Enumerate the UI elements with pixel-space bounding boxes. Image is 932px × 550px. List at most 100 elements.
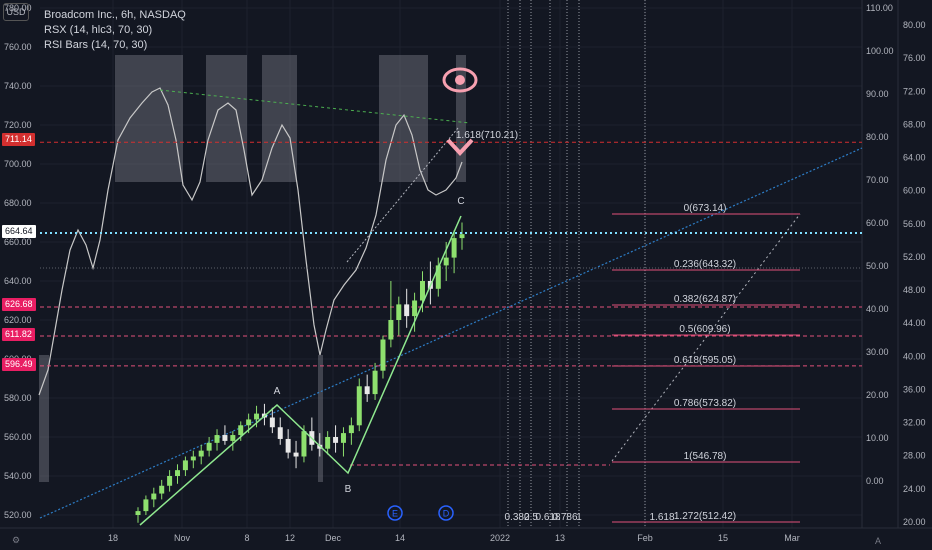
- candle-body: [254, 413, 260, 420]
- osc-outer-tick-label: 36.00: [903, 384, 926, 394]
- event-marker-label: D: [443, 509, 450, 519]
- price-tick-label: 660.00: [4, 237, 32, 247]
- osc-outer-tick-label: 48.00: [903, 285, 926, 295]
- osc-outer-tick-label: 44.00: [903, 318, 926, 328]
- rsi-oversold-zone: [39, 355, 49, 482]
- candle-body: [151, 493, 157, 500]
- osc-outer-tick-label: 32.00: [903, 418, 926, 428]
- fib-level-label: 0.786(573.82): [674, 398, 736, 409]
- osc-outer-tick-label: 72.00: [903, 86, 926, 96]
- candle-body: [230, 435, 236, 441]
- candle-body: [214, 435, 220, 443]
- event-marker-icon: [387, 505, 403, 521]
- osc-outer-tick-label: 68.00: [903, 119, 926, 129]
- time-tick-label: 15: [718, 533, 728, 543]
- candle-body: [182, 460, 188, 471]
- candle-body: [285, 438, 291, 453]
- candle-body: [396, 304, 402, 320]
- time-fib-label: 1: [576, 512, 582, 523]
- fib-diagonal: [611, 213, 801, 462]
- rsi-overbought-zone: [379, 55, 428, 182]
- candle-body: [301, 431, 307, 457]
- osc-outer-tick-label: 56.00: [903, 219, 926, 229]
- projection-line: [346, 127, 459, 263]
- price-tick-label: 700.00: [4, 159, 32, 169]
- osc-outer-tick-label: 24.00: [903, 484, 926, 494]
- event-marker-label: E: [392, 509, 398, 519]
- time-tick-label: 18: [108, 533, 118, 543]
- candle-body: [348, 425, 354, 434]
- candle-body: [238, 425, 244, 436]
- time-fib-label: 0.5: [524, 512, 538, 523]
- candle-body: [246, 419, 252, 426]
- settings-gear-icon[interactable]: ⚙: [12, 535, 21, 545]
- price-tag-pink-3: 596.49: [2, 358, 36, 371]
- fib-level-label: 0.5(609.96): [679, 324, 730, 335]
- candle-body: [451, 238, 457, 258]
- fib-level-label: 0.382(624.87): [674, 294, 736, 305]
- candle-body: [198, 450, 204, 457]
- candle-body: [159, 485, 165, 494]
- osc-inner-tick-label: 10.00: [866, 433, 889, 443]
- wave-label: A: [274, 386, 281, 397]
- eye-icon: [442, 67, 478, 93]
- osc-inner-tick-label: 50.00: [866, 261, 889, 271]
- osc-inner-tick-label: 100.00: [866, 46, 894, 56]
- candle-body: [333, 437, 339, 443]
- candle-body: [206, 442, 212, 451]
- price-tag-pink-1: 626.68: [2, 298, 36, 311]
- price-tick-label: 620.00: [4, 315, 32, 325]
- candle-body: [325, 437, 331, 449]
- rsi-oversold-zone: [318, 355, 323, 482]
- time-tick-label: Mar: [784, 533, 800, 543]
- candle-body: [459, 234, 465, 239]
- price-tag-pink-2: 611.82: [2, 328, 35, 341]
- indicator-rsx-label[interactable]: RSX (14, hlc3, 70, 30): [44, 24, 153, 36]
- time-fib-label: 0.618: [535, 512, 560, 523]
- osc-inner-tick-label: 80.00: [866, 132, 889, 142]
- time-fib-label: 0.382: [504, 512, 529, 523]
- price-tick-label: 540.00: [4, 471, 32, 481]
- price-tick-label: 640.00: [4, 276, 32, 286]
- candle-body: [380, 339, 386, 371]
- osc-outer-tick-label: 20.00: [903, 517, 926, 527]
- candle-body: [412, 300, 418, 317]
- candle-body: [293, 452, 299, 457]
- osc-inner-tick-label: 40.00: [866, 304, 889, 314]
- fib-level-label: 0(673.14): [684, 203, 727, 214]
- symbol-title[interactable]: Broadcom Inc., 6h, NASDAQ: [44, 9, 186, 21]
- candle-body: [419, 281, 425, 301]
- auto-scale-button[interactable]: A: [875, 536, 882, 546]
- fib-level-label: 0.618(595.05): [674, 355, 736, 366]
- chart-legend: Broadcom Inc., 6h, NASDAQ RSX (14, hlc3,…: [44, 8, 186, 53]
- candle-body: [135, 511, 141, 515]
- candle-body: [372, 370, 378, 395]
- candle-body: [443, 257, 449, 266]
- price-tick-label: 560.00: [4, 432, 32, 442]
- osc-inner-tick-label: 70.00: [866, 175, 889, 185]
- candle-body: [143, 499, 149, 512]
- rsi-overbought-zone: [115, 55, 183, 182]
- event-marker-icon: [438, 505, 454, 521]
- fib-level-label: 0.236(643.32): [674, 259, 736, 270]
- rsi-overbought-zone: [456, 55, 466, 182]
- candle-body: [167, 476, 173, 486]
- price-tag-red: 711.14: [2, 133, 35, 146]
- currency-badge[interactable]: USD: [3, 3, 29, 21]
- time-tick-label: Nov: [174, 533, 191, 543]
- price-tick-label: 720.00: [4, 120, 32, 130]
- wave-line: [139, 215, 462, 526]
- time-tick-label: Feb: [637, 533, 653, 543]
- osc-outer-tick-label: 60.00: [903, 186, 926, 196]
- time-tick-label: 14: [395, 533, 405, 543]
- rsi-overbought-zone: [206, 55, 247, 182]
- fib-extension-label: 1.618(710.21): [456, 130, 518, 141]
- indicator-rsi-bars-label[interactable]: RSI Bars (14, 70, 30): [44, 39, 148, 51]
- osc-outer-tick-label: 40.00: [903, 351, 926, 361]
- candle-body: [269, 417, 275, 428]
- osc-inner-tick-label: 30.00: [866, 347, 889, 357]
- osc-inner-tick-label: 60.00: [866, 218, 889, 228]
- price-tick-label: 740.00: [4, 81, 32, 91]
- candle-body: [190, 456, 196, 461]
